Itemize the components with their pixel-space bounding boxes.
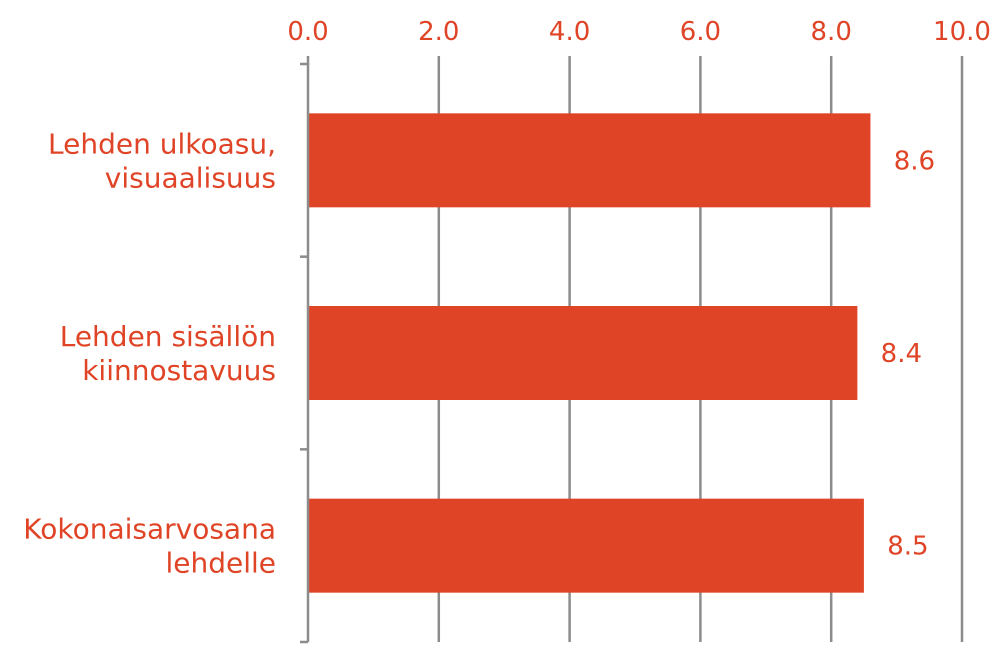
value-tick-label: 6.0 — [680, 17, 721, 47]
category-label: Lehden sisällön kiinnostavuus — [60, 320, 276, 387]
category-label-line: lehdelle — [165, 547, 276, 580]
value-tick-label: 2.0 — [418, 17, 459, 47]
category-label-line: visuaalisuus — [105, 161, 276, 194]
category-label-line: Kokonaisarvosana — [23, 513, 276, 546]
value-tick-label: 4.0 — [549, 17, 590, 47]
data-label: 8.4 — [881, 339, 922, 369]
bars — [308, 113, 871, 593]
value-tick-label: 10.0 — [933, 17, 991, 47]
value-tick-label: 8.0 — [811, 17, 852, 47]
bar — [308, 498, 864, 593]
data-label: 8.5 — [887, 532, 928, 562]
value-axis-ticks: 0.0 2.0 4.0 6.0 8.0 10.0 — [287, 17, 991, 64]
data-label: 8.6 — [894, 146, 935, 176]
category-label-line: Lehden ulkoasu, — [48, 127, 276, 160]
bar — [308, 306, 858, 400]
category-label: Kokonaisarvosana lehdelle — [23, 513, 276, 580]
category-label: Lehden ulkoasu, visuaalisuus — [48, 127, 276, 194]
category-label-line: Lehden sisällön — [60, 320, 276, 353]
category-axis — [300, 62, 310, 644]
data-labels: 8.6 8.4 8.5 — [881, 146, 935, 561]
bar — [308, 113, 871, 208]
category-labels: Lehden ulkoasu, visuaalisuus Lehden sisäll… — [23, 127, 276, 579]
category-label-line: kiinnostavuus — [82, 354, 276, 387]
value-tick-label: 0.0 — [287, 17, 328, 47]
